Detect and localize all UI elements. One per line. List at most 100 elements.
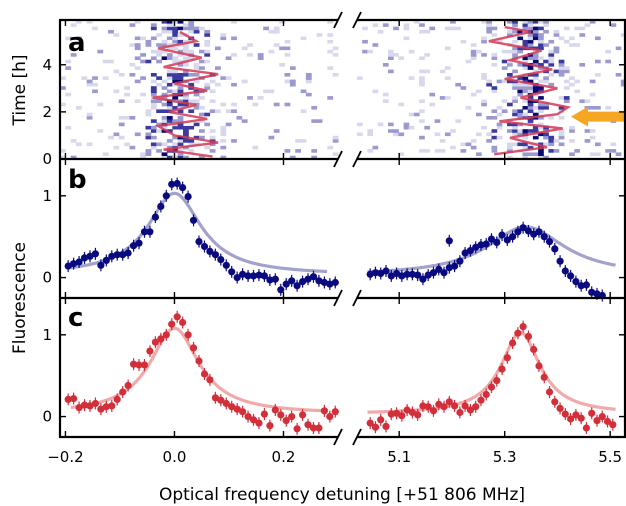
heatmap-cell [268, 135, 275, 140]
heatmap-cell [543, 23, 549, 27]
heatmap-cell [517, 142, 524, 147]
data-point-right [498, 231, 506, 239]
heatmap-cell [481, 39, 487, 44]
heatmap-cell [161, 109, 168, 113]
heatmap-cell [569, 36, 575, 41]
heatmap-cell [584, 139, 591, 143]
heatmap-cell [450, 145, 456, 150]
heatmap-cell [273, 29, 280, 34]
heatmap-cell [118, 116, 125, 120]
heatmap-cell [332, 53, 339, 57]
heatmap-cell [273, 129, 280, 133]
heatmap-cell [156, 99, 162, 103]
heatmap-cell [70, 53, 77, 57]
heatmap-cell [332, 152, 339, 156]
heatmap-cell [183, 46, 189, 51]
heatmap-cell [517, 89, 524, 94]
heatmap-cell [527, 129, 534, 133]
data-point-right [609, 421, 617, 429]
data-point-left [168, 180, 176, 188]
heatmap-cell [595, 142, 601, 147]
heatmap-cell [398, 102, 405, 107]
heatmap-cell [543, 142, 549, 147]
heatmap-cell [183, 49, 189, 54]
heatmap-cell [241, 79, 248, 84]
heatmap-cell [327, 145, 334, 150]
heatmap-cell [388, 69, 394, 74]
heatmap-cell [289, 79, 296, 84]
heatmap-cell [92, 89, 98, 94]
data-point-right [572, 278, 580, 286]
heatmap-cell [507, 155, 513, 160]
heatmap-cell [70, 155, 77, 160]
data-point-right [567, 415, 575, 423]
heatmap-cell [134, 43, 141, 47]
heatmap-cell [193, 29, 200, 34]
heatmap-cell [150, 79, 157, 84]
data-point-right [561, 267, 569, 275]
heatmap-cell [311, 119, 318, 123]
data-point-left [299, 411, 307, 419]
heatmap-cell [393, 26, 399, 31]
data-point-left [299, 278, 307, 286]
heatmap-cell [450, 26, 456, 31]
heatmap-cell [610, 142, 617, 147]
heatmap-cell [231, 109, 237, 113]
data-point-right [482, 390, 490, 399]
heatmap-cell [177, 109, 184, 113]
heatmap-cell [166, 53, 173, 57]
heatmap-cell [507, 149, 513, 153]
heatmap-cell [150, 56, 157, 60]
data-point-left [162, 331, 170, 339]
data-point-right [440, 269, 448, 277]
heatmap-cell [193, 92, 200, 97]
heatmap-cell [563, 69, 570, 74]
heatmap-cell [491, 149, 498, 153]
heatmap-cell [574, 79, 580, 84]
heatmap-cell [166, 29, 173, 34]
heatmap-cell [408, 112, 415, 117]
heatmap-cell [183, 26, 189, 31]
heatmap-cell [145, 132, 152, 137]
heatmap-cell [620, 82, 626, 87]
heatmap-cell [311, 155, 318, 160]
data-point-left [189, 344, 198, 352]
heatmap-cell [439, 69, 446, 74]
heatmap-cell [305, 76, 312, 80]
axis-break-mark [333, 11, 343, 29]
data-point-right [445, 398, 453, 406]
heatmap-cell [183, 155, 189, 160]
heatmap-cell [231, 20, 237, 24]
heatmap-cell [156, 53, 162, 57]
heatmap-cell [140, 155, 146, 160]
y-tick-label: 0 [42, 150, 52, 168]
heatmap-cell [522, 76, 529, 80]
heatmap-cell [517, 132, 524, 137]
heatmap-cell [166, 20, 173, 24]
heatmap-cell [512, 86, 518, 90]
data-point-left [146, 228, 154, 236]
heatmap-cell [393, 129, 399, 133]
heatmap-cell [252, 102, 259, 107]
heatmap-cell [204, 59, 211, 64]
heatmap-cell [161, 96, 168, 100]
heatmap-cell [501, 49, 508, 54]
heatmap-cell [527, 20, 534, 24]
heatmap-cell [517, 112, 524, 117]
heatmap-cell [527, 99, 534, 103]
heatmap-cell [172, 69, 179, 74]
heatmap-cell [70, 139, 77, 143]
data-point-left [217, 396, 225, 404]
heatmap-cell [316, 33, 323, 37]
heatmap-cell [522, 59, 529, 64]
heatmap-cell [231, 139, 237, 143]
heatmap-cell [161, 155, 168, 160]
heatmap-cell [204, 122, 211, 127]
heatmap-cell [60, 86, 66, 90]
heatmap-cell [220, 129, 227, 133]
panel-a [60, 20, 626, 160]
heatmap-cell [538, 20, 544, 24]
heatmap-cell [501, 59, 508, 64]
heatmap-cell [166, 36, 173, 41]
heatmap-cell [419, 29, 425, 34]
